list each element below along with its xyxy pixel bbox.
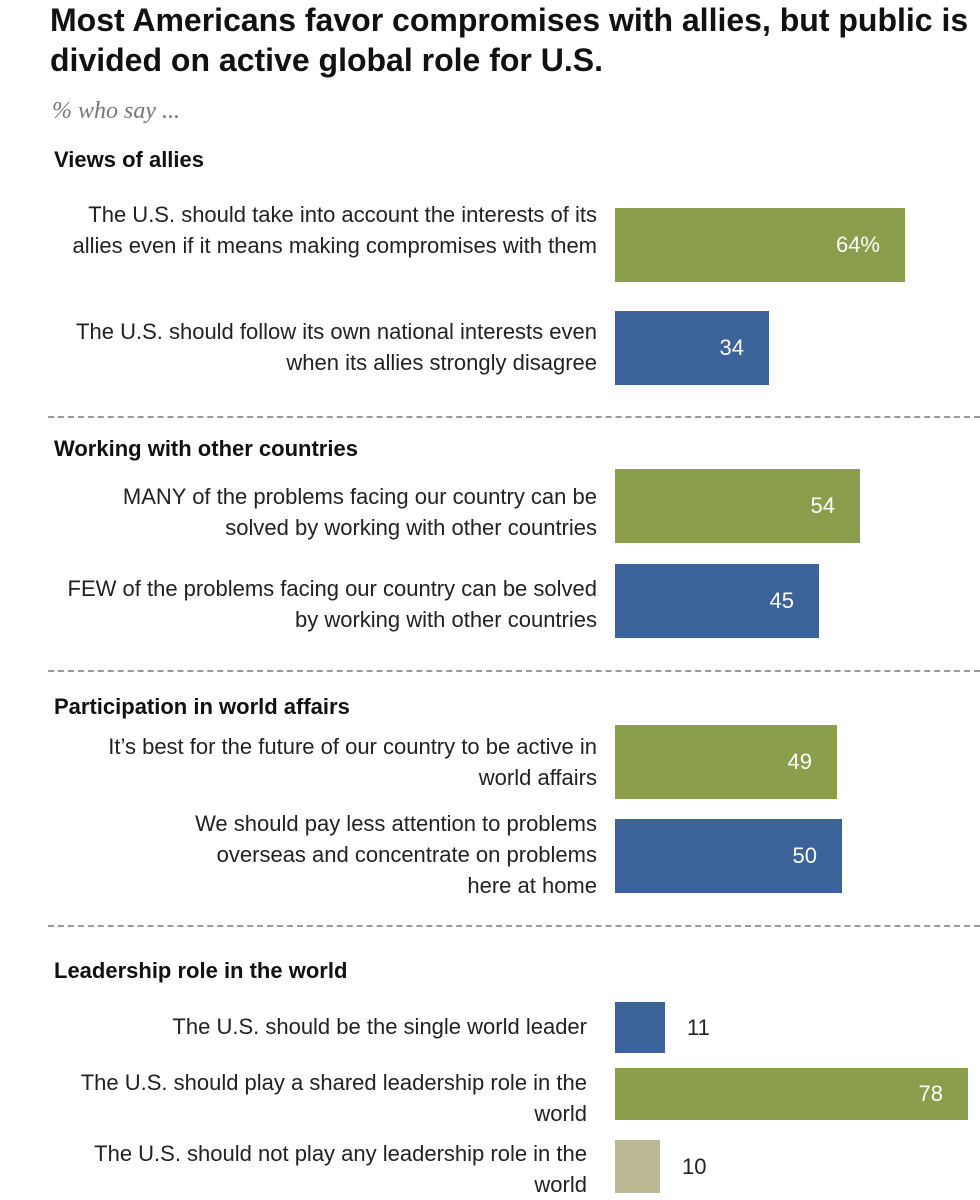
- bar-label: It’s best for the future of our country …: [108, 734, 597, 790]
- bar-label: We should pay less attention to problems…: [195, 811, 597, 898]
- section-heading-working-with-other-countries: Working with other countries: [54, 436, 358, 461]
- bar-value-label: 11: [687, 1014, 710, 1040]
- bar-value-label: 50: [792, 843, 817, 868]
- bar-active-in-world-affairs: [615, 725, 837, 799]
- bar-label: FEW of the problems facing our country c…: [67, 576, 597, 632]
- bar-label: The U.S. should follow its own national …: [76, 319, 597, 375]
- bar-value-label: 49: [787, 749, 812, 774]
- bar-allies-compromise: [615, 208, 905, 282]
- bar-label: The U.S. should be the single world lead…: [172, 1014, 587, 1039]
- bar-label: MANY of the problems facing our country …: [122, 484, 597, 540]
- bar-value-label: 64%: [835, 232, 880, 257]
- section-divider: [48, 416, 980, 418]
- section-divider: [48, 925, 980, 927]
- bar-value-label: 54: [810, 493, 835, 518]
- bar-less-attention-overseas: [615, 819, 842, 893]
- bar-no-leadership-role: [615, 1140, 660, 1193]
- bar-value-label: 10: [682, 1153, 707, 1179]
- section-divider: [48, 670, 980, 672]
- bar-label: The U.S. should not play any leadership …: [94, 1141, 587, 1197]
- bar-single-world-leader: [615, 1002, 665, 1053]
- bar-value-label: 45: [769, 588, 794, 613]
- chart-subtitle: % who say ...: [52, 98, 180, 124]
- bar-label: The U.S. should play a shared leadership…: [80, 1070, 587, 1126]
- bar-few-problems-solved: [615, 564, 819, 638]
- section-heading-leadership-role: Leadership role in the world: [54, 958, 348, 983]
- bar-value-label: 78: [918, 1081, 943, 1106]
- bar-many-problems-solved: [615, 469, 860, 543]
- section-heading-participation-in-world-affairs: Participation in world affairs: [54, 694, 350, 719]
- bar-shared-leadership: [615, 1068, 968, 1120]
- bar-own-national-interests: [615, 311, 769, 385]
- section-heading-views-of-allies: Views of allies: [54, 147, 205, 172]
- chart-title: Most Americans favor compromises with al…: [50, 2, 969, 78]
- bar-label: The U.S. should take into account the in…: [72, 202, 597, 258]
- bar-value-label: 34: [719, 335, 744, 360]
